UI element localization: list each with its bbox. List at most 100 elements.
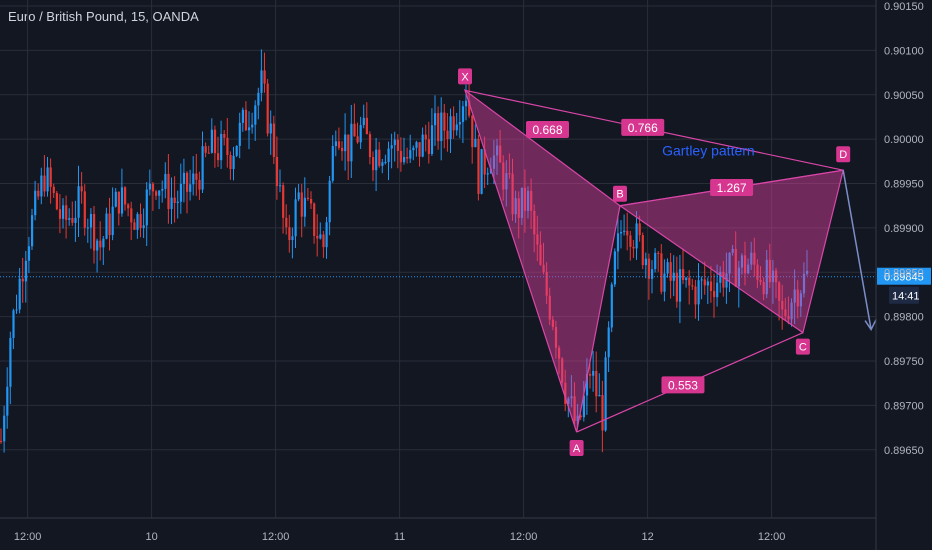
candle-body bbox=[678, 269, 682, 302]
candle-body bbox=[734, 248, 737, 287]
candle-body bbox=[728, 252, 731, 274]
candle-body bbox=[210, 129, 213, 153]
candle-body bbox=[155, 191, 158, 196]
candle-body bbox=[347, 134, 350, 162]
candle-body bbox=[282, 185, 285, 218]
candle-body bbox=[145, 189, 148, 226]
gartley-pattern-drawing[interactable]: 0.668 0.766 1.267 0.553 X A B C D Gartley pattern bbox=[458, 68, 877, 457]
candle-body bbox=[616, 233, 620, 252]
candle-body bbox=[477, 138, 480, 194]
candle-body bbox=[747, 264, 750, 274]
candle-body bbox=[254, 105, 257, 125]
candle-body bbox=[74, 217, 77, 223]
candle-body bbox=[722, 271, 725, 288]
pattern-triangle-xab bbox=[463, 88, 621, 433]
ratio-label: 0.668 bbox=[532, 123, 562, 137]
candle-body bbox=[241, 109, 244, 123]
candle-body bbox=[362, 117, 365, 126]
candle-body bbox=[582, 395, 585, 418]
candle-body bbox=[437, 113, 440, 142]
candle-body bbox=[275, 156, 279, 187]
candle-body bbox=[117, 191, 120, 214]
candle-body bbox=[623, 230, 626, 233]
candle-body bbox=[682, 269, 685, 281]
candle-body bbox=[502, 162, 505, 190]
candle-body bbox=[675, 272, 678, 302]
point-label: A bbox=[573, 443, 581, 455]
candle-body bbox=[217, 153, 220, 161]
candle-body bbox=[393, 139, 396, 146]
candle-body bbox=[784, 309, 787, 317]
y-tick-label: 0.89800 bbox=[884, 312, 924, 324]
x-tick-label: 12:00 bbox=[510, 531, 538, 543]
candle-body bbox=[80, 186, 83, 192]
candle-body bbox=[375, 149, 378, 171]
current-price-line: 0.89845 14:41 bbox=[0, 267, 931, 304]
candle-body bbox=[654, 252, 657, 270]
y-tick-label: 0.90000 bbox=[884, 134, 924, 146]
candle-body bbox=[492, 155, 496, 169]
ratio-label: 0.766 bbox=[628, 121, 658, 135]
candle-body bbox=[279, 185, 282, 187]
x-tick-label: 12 bbox=[641, 531, 653, 543]
candle-body bbox=[49, 167, 52, 187]
candle-body bbox=[765, 259, 768, 295]
candle-body bbox=[198, 179, 201, 190]
candle-body bbox=[620, 232, 623, 234]
ratio-label-bg bbox=[621, 118, 665, 136]
candle-body bbox=[719, 271, 722, 283]
candle-body bbox=[344, 134, 347, 152]
candle-body bbox=[666, 262, 669, 274]
candle-body bbox=[167, 173, 170, 210]
candle-body bbox=[316, 235, 319, 239]
candle-body bbox=[520, 187, 523, 218]
candle-body bbox=[378, 149, 381, 166]
candle-body bbox=[322, 234, 325, 248]
candle-body bbox=[663, 273, 666, 292]
candle-body bbox=[148, 183, 151, 190]
candle-body bbox=[542, 264, 545, 272]
y-tick-label: 0.90100 bbox=[884, 45, 924, 57]
point-label-bg bbox=[613, 185, 627, 202]
candle-body bbox=[213, 129, 217, 154]
candle-body bbox=[68, 218, 71, 220]
countdown-box bbox=[889, 286, 919, 304]
projection-arrow-line bbox=[842, 170, 872, 330]
candle-body bbox=[291, 236, 294, 241]
candle-body bbox=[288, 227, 291, 241]
candle-body bbox=[356, 136, 359, 143]
candle-body bbox=[641, 235, 644, 266]
candle-body bbox=[328, 180, 331, 223]
candle-body bbox=[725, 273, 728, 288]
candle-body bbox=[341, 147, 344, 152]
candle-body bbox=[151, 183, 155, 192]
candle-body bbox=[523, 187, 527, 211]
candle-body bbox=[465, 100, 468, 107]
candle-body bbox=[660, 253, 663, 292]
candle-body bbox=[533, 210, 536, 235]
candle-body bbox=[220, 133, 223, 161]
candle-body bbox=[434, 113, 437, 126]
candle-body bbox=[607, 327, 610, 358]
candle-body bbox=[716, 282, 719, 298]
candle-body bbox=[43, 175, 46, 192]
candle-body bbox=[759, 279, 762, 283]
candle-body bbox=[269, 123, 272, 134]
candle-body bbox=[37, 190, 40, 197]
candle-body bbox=[781, 300, 784, 310]
point-label: X bbox=[461, 71, 469, 83]
candle-body bbox=[474, 138, 477, 148]
candle-body bbox=[514, 198, 517, 215]
candle-body bbox=[635, 223, 638, 249]
candle-body bbox=[334, 141, 337, 147]
candle-body bbox=[412, 147, 415, 151]
candle-body bbox=[744, 255, 747, 274]
candle-body bbox=[353, 123, 356, 137]
candle-body bbox=[34, 190, 37, 216]
candle-body bbox=[226, 137, 229, 156]
candle-body bbox=[170, 197, 173, 210]
candle-body bbox=[99, 240, 102, 248]
candle-body bbox=[403, 156, 406, 163]
